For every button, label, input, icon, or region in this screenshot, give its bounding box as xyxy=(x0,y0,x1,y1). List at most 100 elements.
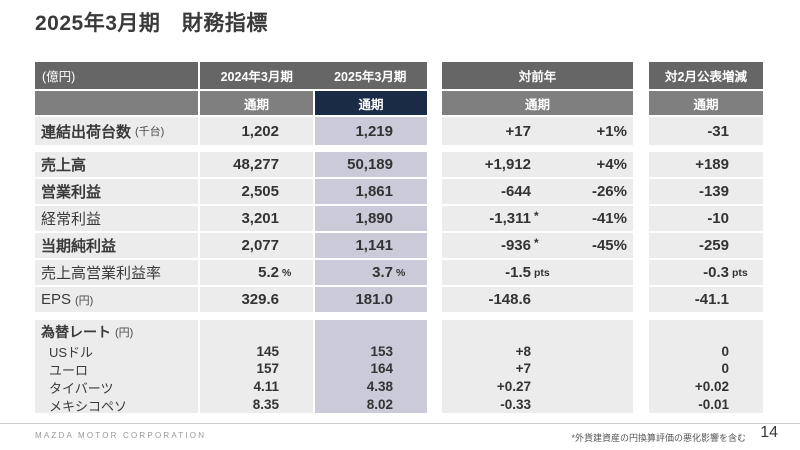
yoy-rows: +17 +1% +1,912 +4% -644 -26% -1,311 * -41% -936 * -… xyxy=(442,117,633,413)
fx-value-line: 4.11 xyxy=(200,378,313,396)
results-table: (億円) 2024年3月期 2025年3月期 通期 通期 連結出荷台数 (千台) 1… xyxy=(35,62,427,414)
value-2024-cell: 2,077 xyxy=(200,233,313,258)
fx-value: 8.35 xyxy=(252,396,279,412)
fx-value: 164 xyxy=(370,361,393,377)
value-2025-cell: 1,141 xyxy=(315,233,427,258)
fx-vsfeb-line: -0.01 xyxy=(649,395,763,413)
yoy-period-row: 通期 xyxy=(442,91,633,115)
vsfeb-value: -139 xyxy=(698,183,729,200)
yoy-percent: +4% xyxy=(596,156,627,173)
value-2025-cell: 1,219 xyxy=(315,117,427,145)
table-row: 売上高営業利益率 5.2% 3.7% xyxy=(35,260,427,285)
value-2024-cell: 1,202 xyxy=(200,117,313,145)
financial-tables: (億円) 2024年3月期 2025年3月期 通期 通期 連結出荷台数 (千台) 1… xyxy=(35,62,763,414)
yoy-value: +17 xyxy=(505,122,531,140)
fx-yoy-column: +8 +7 +0.27 -0.33 xyxy=(442,320,633,413)
col-header-yoy: 対前年 xyxy=(442,62,633,89)
row-unit: (千台) xyxy=(135,126,165,138)
value-2024: 1,202 xyxy=(241,122,279,140)
col-header-2024: 2024年3月期 xyxy=(220,70,293,84)
yoy-suffix: * xyxy=(534,236,539,250)
value-2025: 3.7 xyxy=(372,264,393,281)
value-2025-suffix: % xyxy=(396,266,406,279)
vsfeb-suffix: pts xyxy=(732,266,748,279)
yoy-percent: -26% xyxy=(591,183,627,200)
row-label-cell: 当期純利益 xyxy=(35,233,198,258)
footer-divider xyxy=(0,423,800,424)
row-label-cell: 営業利益 xyxy=(35,179,198,204)
vsfeb-value: -0.3 xyxy=(703,264,729,281)
value-2024: 2,505 xyxy=(241,183,279,200)
row-label-cell: 連結出荷台数 (千台) xyxy=(35,117,198,145)
fx-vsfeb-line: 0 xyxy=(649,343,763,361)
vsfeb-value: -31 xyxy=(707,122,729,140)
yoy-value: -644 xyxy=(500,183,531,200)
page-title: 2025年3月期 財務指標 xyxy=(35,12,268,35)
fx-vsfeb-value: +0.02 xyxy=(694,379,729,395)
yoy-suffix: * xyxy=(534,209,539,223)
fx-values-spacer xyxy=(315,320,427,343)
yoy-percent: -41% xyxy=(591,210,627,227)
yoy-value: -148.6 xyxy=(488,291,531,308)
fx-vsfeb-line: 0 xyxy=(649,360,763,378)
yoy-value: -1.5 xyxy=(505,264,531,281)
vsfeb-row: -31 xyxy=(649,117,763,145)
yoy-row: -148.6 xyxy=(442,287,633,312)
fx-vsfeb-line: +0.02 xyxy=(649,378,763,396)
yoy-value: +1,912 xyxy=(484,156,531,173)
unit-label: (億円) xyxy=(35,62,198,89)
fx-value: 157 xyxy=(256,361,279,377)
table-row: 営業利益 2,505 1,861 xyxy=(35,179,427,204)
fx-value: 8.02 xyxy=(366,396,393,412)
vsfeb-row: -10 xyxy=(649,206,763,231)
value-2024-cell: 2,505 xyxy=(200,179,313,204)
yoy-value: -936 xyxy=(500,237,531,254)
value-2024: 329.6 xyxy=(241,291,279,308)
company-name: MAZDA MOTOR CORPORATION xyxy=(35,431,207,440)
yoy-value: -1,311 xyxy=(489,210,531,227)
fx-vsfeb-column: 0 0 +0.02 -0.01 xyxy=(649,320,763,413)
fx-vsfeb-value: 0 xyxy=(721,361,729,377)
period-yoy: 通期 xyxy=(442,91,633,115)
footnote: *外貨建資産の円換算評価の悪化影響を含む xyxy=(571,433,746,443)
yoy-table: 対前年 通期 +17 +1% +1,912 +4% -644 -26% -1,311 * -41… xyxy=(442,62,633,413)
vsfeb-value: -41.1 xyxy=(694,291,729,308)
fx-value-line: 4.38 xyxy=(315,378,427,396)
fx-yoy-line: +7 xyxy=(442,360,633,378)
fx-yoy-value: +0.27 xyxy=(496,379,531,395)
vsfeb-rows: -31 +189 -139 -10 -259 -0.3 pts -41.1 0 0 +0.02 -0.… xyxy=(649,117,763,413)
row-label-cell: 経常利益 xyxy=(35,206,198,231)
vsfeb-table: 対2月公表増減 通期 -31 +189 -139 -10 -259 -0.3 pts -41.… xyxy=(649,62,763,413)
row-label-cell: EPS (円) xyxy=(35,287,198,312)
yoy-header-row: 対前年 xyxy=(442,62,633,89)
value-2025: 1,141 xyxy=(355,237,393,254)
yoy-suffix: pts xyxy=(534,266,550,279)
row-label: 連結出荷台数 xyxy=(41,123,132,141)
fx-value-line: 8.35 xyxy=(200,395,313,413)
fx-vsfeb-spacer xyxy=(649,320,763,343)
period-2025-highlight: 通期 xyxy=(315,91,427,115)
row-label: 売上高 xyxy=(41,157,87,174)
fx-vsfeb-value: -0.01 xyxy=(698,396,729,412)
fx-currency-label: USドル xyxy=(49,344,94,360)
yoy-row: +1,912 +4% xyxy=(442,152,633,177)
fx-yoy-line: +8 xyxy=(442,343,633,361)
yoy-percent: +1% xyxy=(596,122,627,140)
fx-yoy-spacer xyxy=(442,320,633,343)
row-label: 当期純利益 xyxy=(41,238,117,255)
fx-label: 為替レート xyxy=(41,324,111,340)
vsfeb-value: -10 xyxy=(707,210,729,227)
fx-values-spacer xyxy=(200,320,313,343)
table-row: 連結出荷台数 (千台) 1,202 1,219 xyxy=(35,117,427,145)
fx-block: 為替レート (円) USドル ユーロ タイバーツ メキシコペソ 145 157 4.11 8.35… xyxy=(35,320,427,414)
vsfeb-row: -0.3 pts xyxy=(649,260,763,285)
fx-currency-label: タイバーツ xyxy=(49,380,114,396)
period-label-spacer xyxy=(35,91,198,115)
vsfeb-value: +189 xyxy=(695,156,729,173)
row-label: EPS xyxy=(41,291,72,308)
year-header: 2024年3月期 2025年3月期 xyxy=(200,62,427,89)
period-vsfeb: 通期 xyxy=(649,91,763,115)
yoy-row: +17 +1% xyxy=(442,117,633,145)
value-2024: 2,077 xyxy=(241,237,279,254)
value-2025: 1,861 xyxy=(355,183,393,200)
